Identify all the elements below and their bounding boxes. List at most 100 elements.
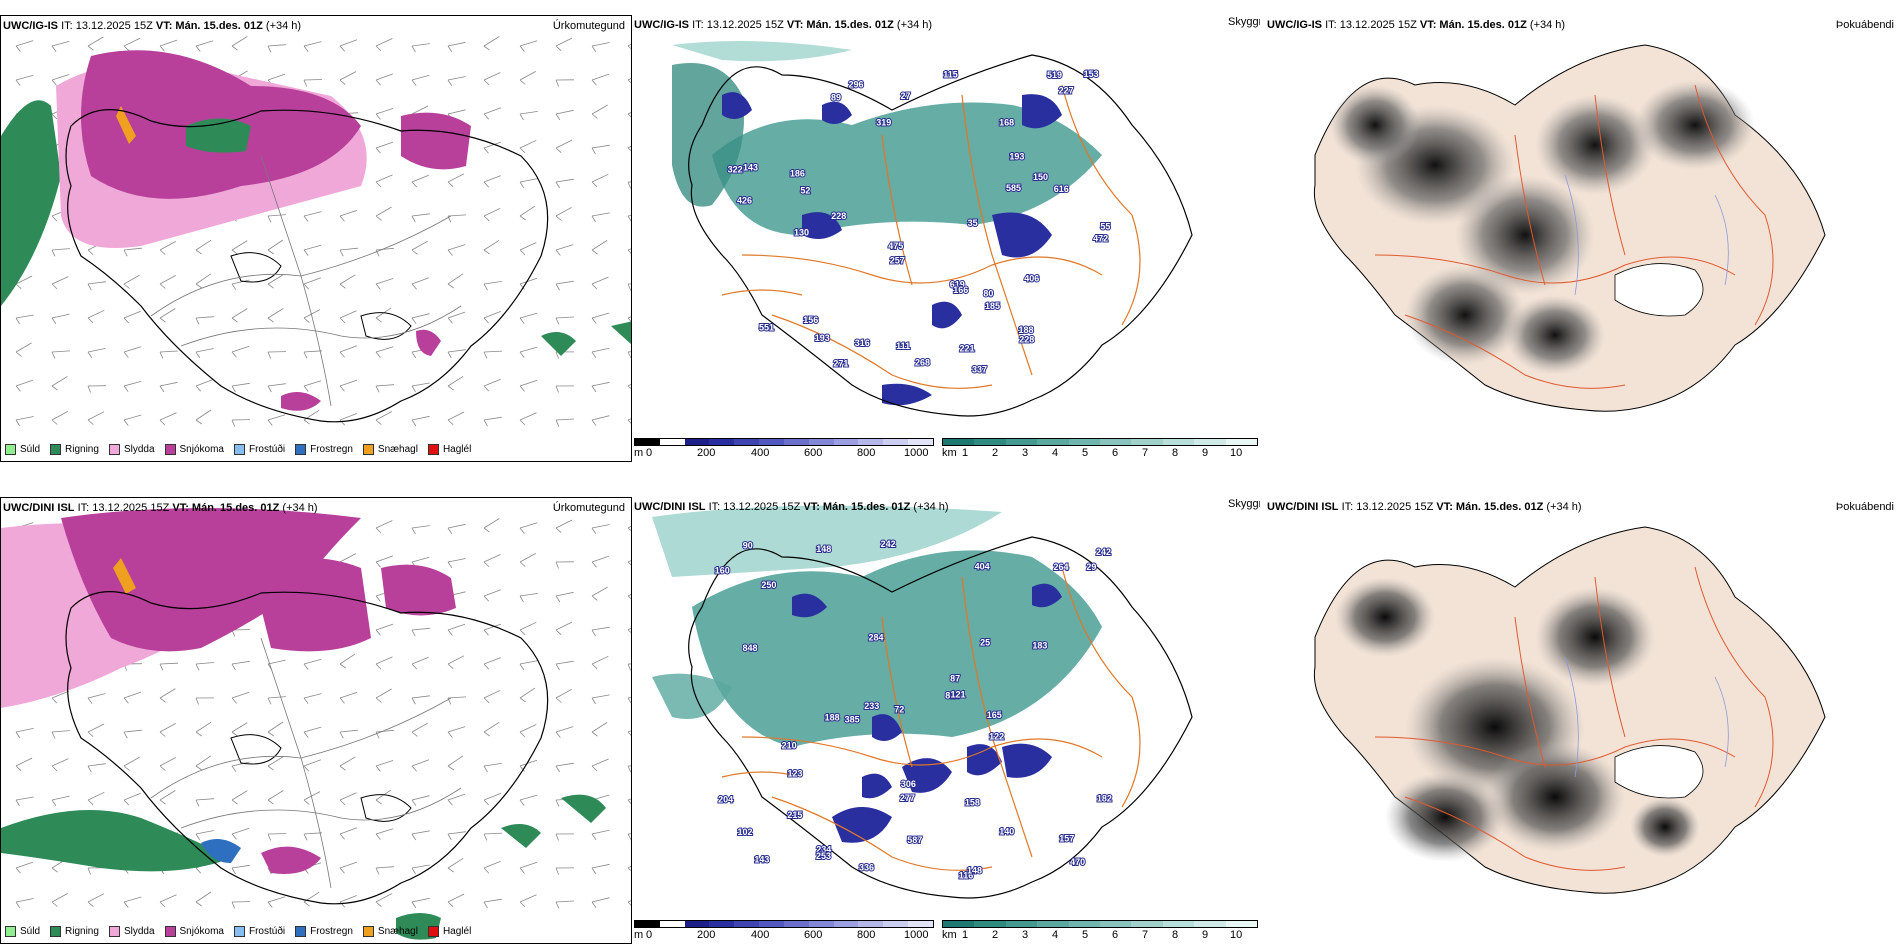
wind-barb [591, 829, 610, 841]
wind-barb [555, 206, 572, 221]
wind-barb [123, 346, 142, 358]
peak-height-label: 185 [985, 301, 1000, 311]
wind-barb [87, 763, 106, 773]
wind-barb [231, 660, 250, 671]
wind-barb [483, 589, 502, 602]
wind-barb [627, 145, 631, 151]
peak-height-label: 150 [1033, 172, 1048, 182]
peak-height-label: 90 [743, 540, 753, 550]
wind-barb [195, 830, 214, 841]
wind-barb [195, 348, 214, 359]
wind-barb [519, 242, 537, 256]
wind-barb [375, 866, 395, 875]
wind-barb [159, 723, 176, 737]
wind-barb [231, 279, 250, 291]
wind-barb [51, 758, 69, 772]
wind-barb [15, 74, 34, 86]
wind-barb [447, 755, 464, 771]
wind-barb [447, 411, 465, 425]
wind-barb [591, 694, 610, 705]
wind-barb [591, 173, 609, 188]
legend-item: Slydda [108, 926, 155, 937]
legend-swatch [295, 926, 307, 937]
wind-barb [303, 891, 320, 907]
cloud-base-map-row1: UWC/IG-IS IT: 13.12.2025 15Z VT: Mán. 15… [632, 15, 1260, 462]
wind-barb [411, 74, 430, 86]
wind-barb [339, 39, 358, 52]
wind-barb [591, 347, 610, 359]
terrain-colorbar-strip [634, 438, 934, 446]
peak-height-label: 385 [845, 715, 860, 725]
wind-barb [555, 867, 575, 875]
wind-barb [555, 726, 574, 738]
wind-barb [627, 525, 631, 532]
wind-barb [375, 520, 393, 534]
peak-height-label: 253 [816, 851, 831, 861]
wind-barb [267, 383, 286, 393]
wind-barb [375, 688, 392, 703]
peak-height-label: 55 [1100, 222, 1110, 232]
wind-barb [375, 411, 393, 425]
wind-barb [411, 43, 430, 53]
visibility-title: Skyggni [1228, 16, 1260, 28]
wind-barb [519, 522, 538, 534]
wind-barb [411, 830, 430, 841]
legend-swatch [427, 926, 439, 937]
peak-height-label: 156 [803, 315, 818, 325]
wind-barb [123, 896, 142, 908]
peak-height-label: 228 [1019, 335, 1034, 345]
tick-label: 8 [1172, 447, 1179, 459]
tick-label: 4 [1052, 929, 1059, 941]
legend-swatch [295, 444, 307, 455]
peak-height-label: 27 [901, 91, 911, 101]
map-title: Þokuábendi [1835, 19, 1894, 31]
wind-barb [231, 345, 250, 358]
peak-height-label: 193 [1009, 152, 1024, 162]
peak-height-label: 268 [915, 357, 930, 367]
legend-swatch [50, 444, 62, 455]
peak-height-label: 121 [951, 690, 966, 700]
wind-barb [627, 112, 631, 118]
wind-barb [375, 893, 393, 907]
wind-barb [519, 593, 538, 603]
peak-height-label: 470 [1070, 857, 1085, 867]
wind-barb [591, 312, 610, 324]
wind-barb [627, 248, 631, 254]
wind-barb [411, 722, 428, 737]
tick-label: 6 [1112, 929, 1119, 941]
wind-barb [519, 794, 538, 806]
wind-barb [591, 415, 610, 426]
precip-legend: Súld Rigning Slydda Snjókoma Frostúði Fr… [5, 444, 471, 455]
wind-barb [375, 141, 394, 154]
wind-barb [519, 894, 537, 908]
peak-height-label: 823 [945, 691, 960, 701]
wind-barb [627, 181, 631, 189]
wind-barb [375, 108, 394, 120]
map-title: Úrkomutegund [552, 502, 625, 514]
wind-barb [159, 790, 176, 805]
fog-map-row1: UWC/IG-IS IT: 13.12.2025 15Z VT: Mán. 15… [1265, 15, 1900, 462]
peak-height-label: 404 [975, 561, 990, 571]
legend-item: Snæhagl [362, 444, 418, 455]
legend-swatch [5, 926, 16, 937]
legend-swatch [233, 444, 245, 455]
wind-barb [447, 76, 466, 87]
wind-barb [375, 247, 394, 257]
wind-barb [591, 240, 608, 255]
wind-barb [15, 379, 34, 392]
wind-barb [555, 244, 574, 256]
peak-height-label: 257 [890, 256, 905, 266]
wind-barb [87, 791, 105, 806]
wind-barb [87, 867, 107, 875]
wind-barb [159, 350, 179, 359]
wind-barb [375, 760, 394, 772]
wind-barb [51, 893, 68, 907]
wind-barb [303, 832, 323, 841]
wind-barb [447, 893, 465, 907]
wind-barb [15, 342, 32, 357]
wind-barb [555, 762, 574, 773]
legend-swatch [50, 926, 62, 937]
map-header: UWC/DINI ISL IT: 13.12.2025 15Z VT: Mán.… [1267, 501, 1582, 513]
wind-barb [483, 860, 501, 874]
wind-barb [411, 240, 428, 255]
